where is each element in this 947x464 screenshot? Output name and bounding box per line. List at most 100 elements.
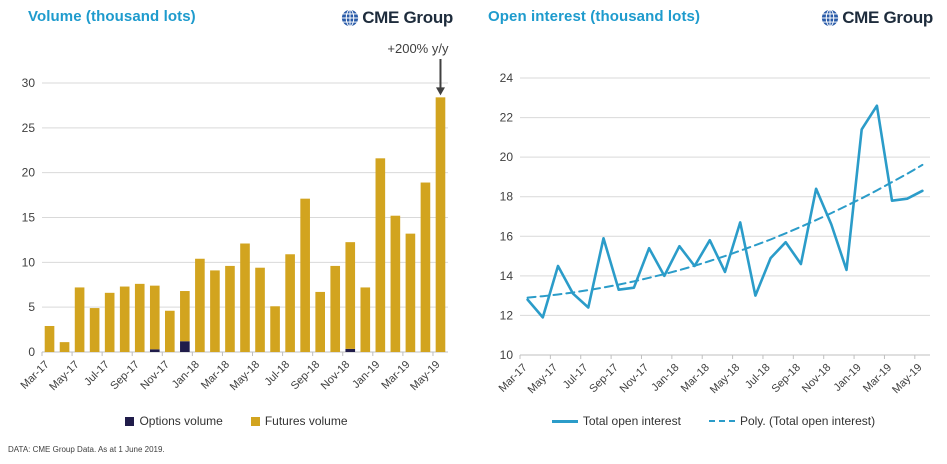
x-tick-label: Jan-19 bbox=[832, 362, 864, 394]
y-tick-label: 18 bbox=[500, 190, 514, 204]
bar-segment bbox=[149, 285, 160, 350]
open-interest-chart-panel: Open interest (thousand lots) CME Group … bbox=[480, 0, 947, 440]
legend-label: Futures volume bbox=[264, 414, 348, 428]
x-tick-label: May-18 bbox=[708, 362, 742, 396]
x-tick-label: May-17 bbox=[526, 362, 560, 396]
legend-swatch-square bbox=[250, 416, 260, 426]
annotation-label: +200% y/y bbox=[387, 41, 449, 56]
bar-segment bbox=[435, 97, 446, 352]
x-tick-label: Sep-17 bbox=[108, 359, 142, 393]
x-tick-label: Mar-19 bbox=[379, 359, 412, 392]
open-interest-header: Open interest (thousand lots) CME Group bbox=[480, 0, 947, 28]
x-tick-label: Nov-17 bbox=[138, 359, 172, 393]
bar-segment bbox=[405, 233, 416, 352]
legend-swatch-dashed-line bbox=[708, 420, 735, 422]
volume-chart-panel: Volume (thousand lots) CME Group 0 5 10 15 2… bbox=[0, 0, 473, 440]
line-series bbox=[526, 104, 924, 319]
cme-group-logo-text: CME Group bbox=[362, 8, 453, 27]
bar-segment bbox=[315, 291, 325, 352]
x-tick-label: Sep-17 bbox=[587, 362, 621, 396]
bar-segment bbox=[149, 349, 160, 352]
x-tick-label: Mar-17 bbox=[19, 359, 52, 392]
y-tick-label: 14 bbox=[500, 269, 514, 283]
globe-icon bbox=[822, 9, 839, 27]
bar-segment bbox=[119, 286, 130, 352]
y-tick-label: 0 bbox=[28, 345, 35, 359]
y-tick-label: 25 bbox=[22, 121, 36, 135]
bar-segment bbox=[255, 267, 265, 352]
legend-item: Total open interest bbox=[551, 414, 681, 428]
legend-label: Total open interest bbox=[582, 414, 681, 428]
x-tick-label: Jan-18 bbox=[170, 359, 202, 391]
bar-segment bbox=[420, 182, 431, 352]
legend-item: Options volume bbox=[125, 414, 223, 428]
y-tick-label: 30 bbox=[22, 76, 36, 90]
x-tick-label: Jan-19 bbox=[350, 359, 382, 391]
bar-segment bbox=[74, 287, 85, 352]
x-tick-label: May-18 bbox=[228, 359, 262, 393]
legend-swatch-square bbox=[125, 416, 135, 426]
legend-item: Futures volume bbox=[250, 414, 348, 428]
x-tick-label: Mar-17 bbox=[497, 362, 530, 395]
x-tick-label: Jan-18 bbox=[649, 362, 681, 394]
open-interest-chart-title: Open interest (thousand lots) bbox=[488, 8, 701, 25]
y-tick-label: 16 bbox=[500, 229, 514, 243]
legend-item: Poly. (Total open interest) bbox=[708, 414, 876, 428]
bar-segment bbox=[300, 198, 310, 352]
volume-legend: Options volume Futures volume bbox=[0, 414, 473, 428]
y-tick-label: 20 bbox=[22, 166, 36, 180]
x-tick-label: May-17 bbox=[47, 359, 81, 393]
bar-segment bbox=[345, 348, 356, 352]
x-tick-label: Sep-18 bbox=[769, 362, 803, 396]
bar-segment bbox=[89, 308, 100, 352]
cme-group-logo-text: CME Group bbox=[842, 8, 933, 27]
bar-segment bbox=[360, 287, 371, 352]
cme-group-logo: CME Group bbox=[341, 8, 453, 28]
bar-segment bbox=[195, 258, 205, 352]
volume-chart-title: Volume (thousand lots) bbox=[28, 8, 196, 25]
bar-segment bbox=[180, 341, 190, 352]
volume-header: Volume (thousand lots) CME Group bbox=[0, 0, 473, 28]
x-tick-label: Mar-18 bbox=[199, 359, 232, 392]
open-interest-legend: Total open interest Poly. (Total open int… bbox=[480, 414, 947, 428]
bar-segment bbox=[59, 342, 70, 352]
bar-segment bbox=[240, 243, 250, 352]
bar-segment bbox=[165, 310, 175, 352]
y-tick-label: 15 bbox=[22, 211, 36, 225]
legend-swatch-solid-line bbox=[551, 419, 578, 423]
bar-segment bbox=[285, 254, 295, 352]
x-tick-label: Nov-18 bbox=[319, 359, 353, 393]
bar-segment bbox=[104, 292, 115, 352]
y-tick-label: 24 bbox=[500, 71, 514, 85]
bar-segment bbox=[180, 291, 190, 342]
legend-label: Options volume bbox=[139, 414, 223, 428]
legend-label: Poly. (Total open interest) bbox=[739, 414, 876, 428]
x-tick-label: May-19 bbox=[890, 362, 924, 396]
bar-segment bbox=[210, 270, 220, 352]
y-tick-label: 10 bbox=[22, 255, 36, 269]
bar-segment bbox=[225, 265, 235, 352]
x-tick-label: Sep-18 bbox=[289, 359, 323, 393]
x-tick-label: Mar-19 bbox=[861, 362, 894, 395]
y-tick-label: 10 bbox=[500, 348, 514, 362]
x-tick-label: Nov-18 bbox=[800, 362, 834, 396]
annotation-arrowhead bbox=[435, 87, 445, 96]
x-tick-label: Mar-18 bbox=[679, 362, 712, 395]
bar-segment bbox=[44, 325, 55, 352]
data-source-note: DATA: CME Group Data. As at 1 June 2019. bbox=[8, 445, 165, 454]
x-tick-label: Nov-17 bbox=[618, 362, 652, 396]
bar-segment bbox=[390, 215, 401, 352]
y-tick-label: 12 bbox=[500, 308, 514, 322]
x-tick-label: May-19 bbox=[408, 359, 442, 393]
bar-segment bbox=[375, 158, 386, 352]
bar-segment bbox=[330, 265, 341, 352]
bar-segment bbox=[270, 306, 280, 352]
y-tick-label: 5 bbox=[28, 300, 35, 314]
bar-segment bbox=[345, 242, 356, 349]
globe-icon bbox=[342, 9, 359, 27]
bar-segment bbox=[134, 283, 145, 352]
cme-group-logo: CME Group bbox=[821, 8, 933, 28]
y-tick-label: 22 bbox=[500, 111, 514, 125]
